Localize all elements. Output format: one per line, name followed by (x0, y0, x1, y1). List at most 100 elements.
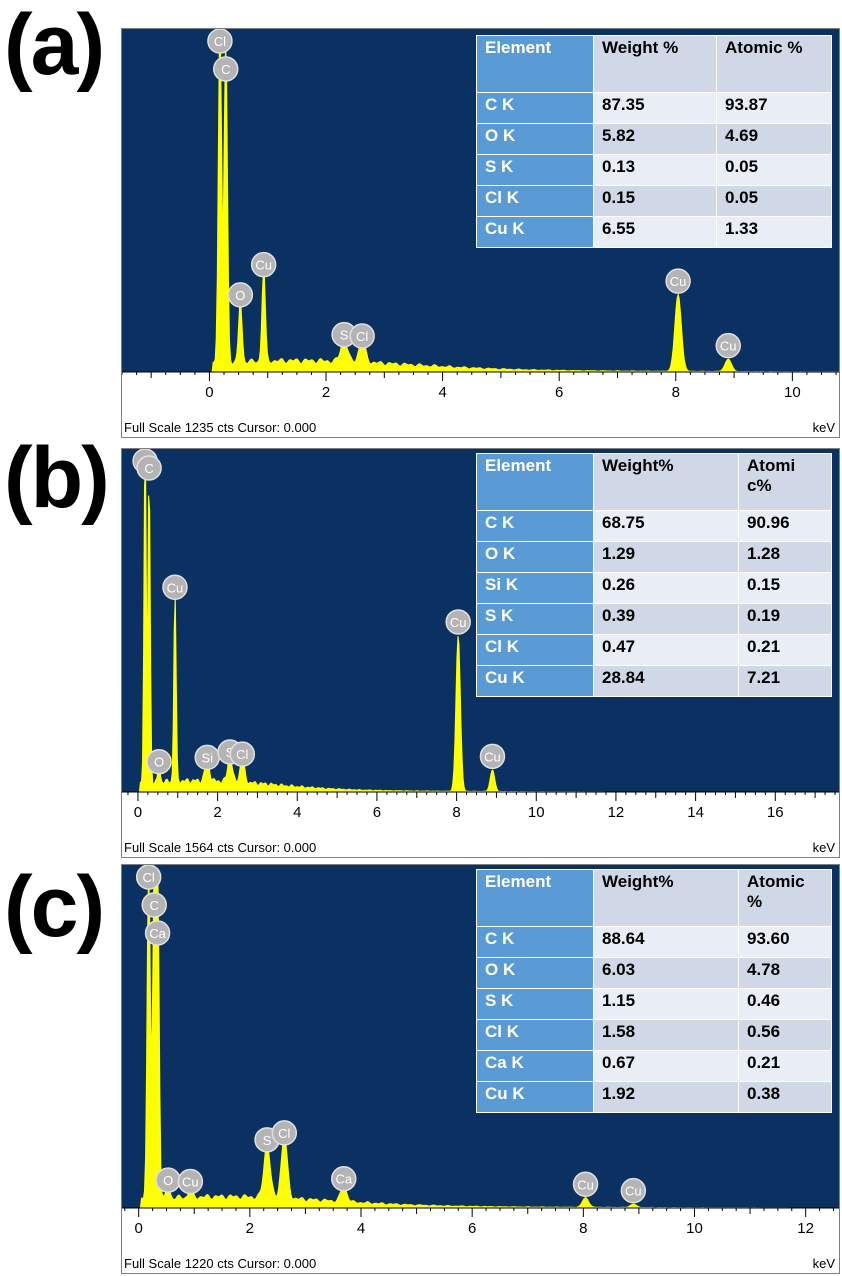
table-cell-element: Ca K (476, 1050, 594, 1082)
table-cell-weight: 87.35 (593, 92, 717, 124)
table-cell-element: S K (476, 988, 594, 1020)
table-cell-element: C K (476, 92, 594, 124)
peak-marker-o: O (155, 1167, 181, 1193)
table-header-atomic: Atomic % (716, 35, 832, 93)
peak-marker-c: C (141, 892, 167, 918)
composition-table-c: Element Weight% Atomic % C K 88.64 93.60 O… (476, 869, 832, 1113)
table-header-weight: Weight % (593, 35, 717, 93)
x-tick-label: 10 (528, 804, 545, 821)
x-tick-label: 2 (322, 384, 330, 401)
peak-marker-cu: Cu (445, 609, 471, 635)
table-cell-atomic: 4.69 (716, 123, 832, 155)
x-tick-label: 4 (438, 384, 446, 401)
peak-marker-label: Ca (149, 926, 166, 941)
table-cell-element: S K (476, 603, 594, 635)
table-cell-atomic: 93.87 (716, 92, 832, 124)
peak-marker-cl: Cl (207, 29, 233, 54)
axis-unit-c: keV (812, 1256, 835, 1271)
peak-marker-cu: Cu (177, 1168, 204, 1195)
peak-marker-label: Cu (167, 580, 184, 595)
table-cell-element: O K (476, 957, 594, 989)
x-tick-label: 8 (672, 384, 680, 401)
peak-marker-label: Si (201, 750, 213, 765)
table-cell-element: O K (476, 123, 594, 155)
peak-marker-cu: Cu (715, 332, 741, 359)
table-cell-atomic: 1.33 (716, 216, 832, 248)
table-cell-atomic: 93.60 (738, 926, 832, 958)
peak-marker-c: C (136, 455, 162, 481)
table-cell-weight: 0.26 (593, 572, 739, 604)
table-cell-element: Cu K (476, 1081, 594, 1113)
peak-marker-label: O (163, 1173, 173, 1188)
x-tick-label: 12 (797, 1220, 814, 1237)
peak-marker-ca: Ca (331, 1165, 357, 1192)
x-tick-label: 16 (767, 804, 784, 821)
composition-table-b: Element Weight% Atomi c% C K 68.75 90.96 O… (476, 453, 832, 697)
peak-marker-label: Ca (335, 1172, 352, 1187)
table-cell-atomic: 0.05 (716, 185, 832, 217)
x-tick-label: 12 (608, 804, 625, 821)
peak-marker-label: Cl (236, 747, 248, 762)
table-header-element: Element (476, 35, 594, 93)
peak-marker-label: S (340, 328, 349, 343)
table-cell-atomic: 90.96 (738, 510, 832, 542)
table-cell-weight: 68.75 (593, 510, 739, 542)
peak-marker-label: C (144, 461, 153, 476)
peak-marker-si: Si (194, 744, 220, 771)
axis-unit-a: keV (812, 420, 835, 435)
table-cell-element: Cl K (476, 185, 594, 217)
x-tick-label: 6 (468, 1220, 476, 1237)
table-cell-atomic: 4.78 (738, 957, 832, 989)
x-tick-label: 0 (205, 384, 213, 401)
table-cell-weight: 1.58 (593, 1019, 739, 1051)
peak-marker-c: C (213, 56, 239, 82)
table-cell-weight: 0.67 (593, 1050, 739, 1082)
x-tick-label: 10 (784, 384, 801, 401)
table-cell-element: Cl K (476, 1019, 594, 1051)
x-tick-label: 8 (452, 804, 460, 821)
peak-marker-label: Cl (143, 870, 155, 885)
peak-marker-label: Cu (670, 274, 687, 289)
peak-marker-cu: Cu (479, 743, 506, 770)
x-tick-label: 6 (555, 384, 563, 401)
peak-marker-label: S (263, 1133, 272, 1148)
peak-marker-cl: Cl (229, 741, 256, 767)
table-cell-atomic: 0.15 (738, 572, 832, 604)
panel-a-label: (a) (4, 0, 105, 93)
peak-marker-label: C (221, 62, 230, 77)
table-header-weight: Weight% (593, 869, 739, 927)
peak-marker-label: Cl (356, 329, 368, 344)
peak-marker-cl: Cl (349, 323, 375, 349)
table-header-atomic: Atomi c% (738, 453, 832, 511)
peak-marker-cu: Cu (162, 574, 188, 601)
table-cell-atomic: 0.38 (738, 1081, 832, 1113)
x-tick-label: 0 (134, 804, 142, 821)
peak-marker-label: Cu (720, 339, 737, 354)
x-tick-label: 10 (686, 1220, 703, 1237)
peak-marker-cu: Cu (665, 268, 691, 294)
x-tick-label: 8 (579, 1220, 587, 1237)
x-tick-label: 2 (213, 804, 221, 821)
spectrum-panel-c: 0 2 4 6 8 10 12 Cl C Ca O Cu S Cl Ca Cu Cu Element Weigh… (121, 864, 840, 1274)
peak-marker-cl: Cl (271, 1120, 298, 1146)
full-scale-readout-c: Full Scale 1220 cts Cursor: 0.000 (124, 1256, 317, 1271)
table-cell-element: Si K (476, 572, 594, 604)
peak-marker-label: Cl (278, 1126, 290, 1141)
x-tick-label: 14 (687, 804, 704, 821)
peak-marker-label: C (150, 898, 159, 913)
spectrum-series (122, 32, 839, 373)
peak-marker-label: Cu (625, 1184, 642, 1199)
table-cell-weight: 1.92 (593, 1081, 739, 1113)
peak-marker-cu: Cu (620, 1177, 647, 1204)
table-cell-atomic: 0.19 (738, 603, 832, 635)
x-tick-label: 4 (293, 804, 301, 821)
table-cell-weight: 0.47 (593, 634, 739, 666)
table-cell-element: Cu K (476, 665, 594, 697)
table-cell-element: Cl K (476, 634, 594, 666)
table-cell-weight: 1.15 (593, 988, 739, 1020)
peak-marker-label: Cl (214, 34, 226, 49)
table-cell-element: O K (476, 541, 594, 573)
peak-marker-label: O (235, 288, 245, 303)
table-cell-element: C K (476, 510, 594, 542)
peak-marker-cl: Cl (135, 865, 162, 890)
